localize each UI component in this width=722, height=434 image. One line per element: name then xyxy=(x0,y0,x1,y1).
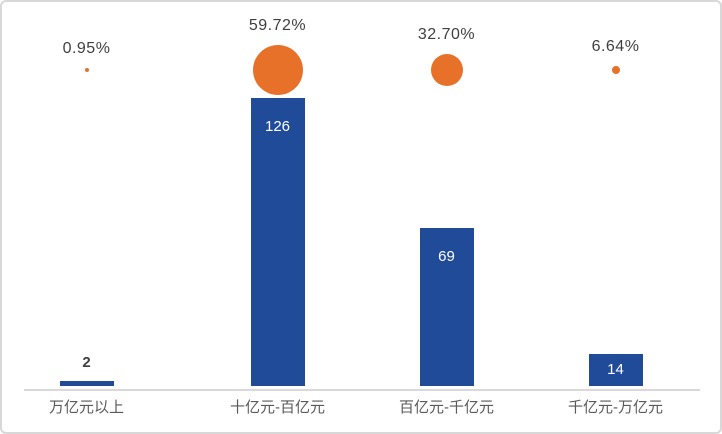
percent-label: 32.70% xyxy=(417,26,476,43)
bubble-marker xyxy=(611,66,620,74)
category-label: 万亿元以上 xyxy=(48,399,124,416)
bar: 14 xyxy=(588,353,643,386)
chart-column-3: 6.64% 14 千亿元-万亿元 xyxy=(531,2,700,432)
percent-label: 0.95% xyxy=(62,40,111,57)
bar-value-label: 69 xyxy=(438,248,455,266)
percent-label: 6.64% xyxy=(591,38,640,55)
chart-column-2: 32.70% 69 百亿元-千亿元 xyxy=(362,2,531,432)
category-label: 百亿元-千亿元 xyxy=(399,399,494,416)
bar: 2 xyxy=(59,354,114,386)
bar: 126 xyxy=(250,97,305,386)
chart-column-1: 59.72% 126 十亿元-百亿元 xyxy=(193,2,362,432)
category-label: 千亿元-万亿元 xyxy=(568,399,663,416)
category-label: 十亿元-百亿元 xyxy=(230,399,325,416)
bar-value-label: 126 xyxy=(264,117,291,135)
bubble-marker xyxy=(430,54,463,86)
bubble-marker xyxy=(252,45,303,95)
x-axis-line xyxy=(24,389,700,391)
bar: 69 xyxy=(419,228,474,386)
bar-value-label: 2 xyxy=(82,354,91,371)
bar-value-label: 14 xyxy=(607,360,624,378)
percent-label: 59.72% xyxy=(248,17,307,34)
bubble-marker xyxy=(84,68,89,72)
chart-column-4: 0.95% 2 万亿元以上 xyxy=(2,2,171,432)
